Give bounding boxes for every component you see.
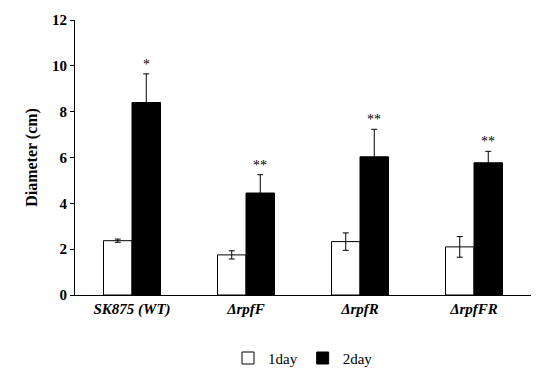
svg-text:**: ** <box>253 158 267 173</box>
svg-text:ΔrpfR: ΔrpfR <box>340 301 379 317</box>
svg-text:ΔrpfFR: ΔrpfFR <box>449 301 498 317</box>
svg-text:6: 6 <box>60 150 68 166</box>
svg-text:**: ** <box>367 112 381 127</box>
svg-text:SK875 (WT): SK875 (WT) <box>93 301 170 318</box>
svg-text:0: 0 <box>60 287 68 303</box>
svg-text:2day: 2day <box>343 351 373 367</box>
svg-text:8: 8 <box>60 104 68 120</box>
svg-text:ΔrpfF: ΔrpfF <box>226 301 265 317</box>
svg-text:2: 2 <box>60 241 68 257</box>
svg-text:*: * <box>143 57 150 72</box>
svg-text:**: ** <box>481 134 495 149</box>
svg-text:4: 4 <box>60 196 68 212</box>
svg-text:Diameter (cm): Diameter (cm) <box>23 108 41 207</box>
svg-text:12: 12 <box>52 12 67 28</box>
svg-text:1day: 1day <box>268 351 298 367</box>
svg-text:10: 10 <box>52 58 67 74</box>
